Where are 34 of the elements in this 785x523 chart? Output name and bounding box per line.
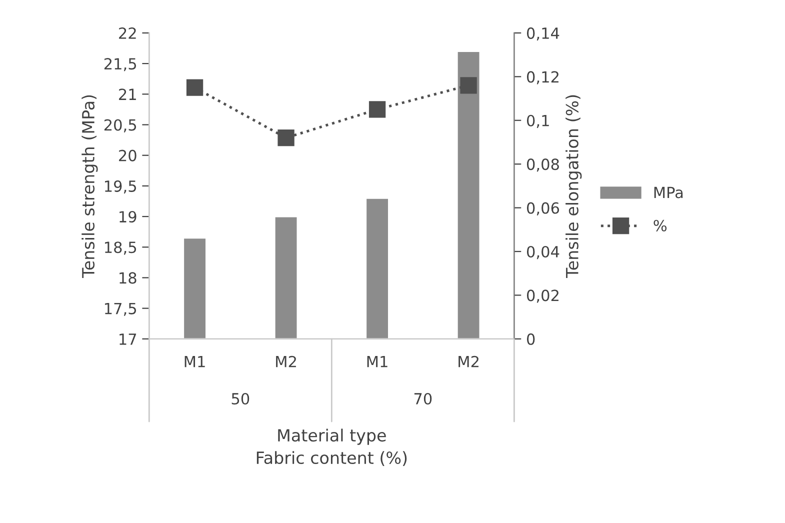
y2-tick-label: 0,1	[526, 114, 549, 128]
x-tick-label: M2	[458, 356, 478, 368]
point	[186, 79, 204, 96]
y-tick-label: 20	[119, 150, 136, 162]
legend-label: MPa	[654, 186, 683, 198]
y-tick-label: 19,5	[105, 180, 136, 194]
y-tick-label: 20,5	[104, 119, 136, 132]
x-tick-label: M1	[367, 356, 388, 368]
y-tick-label: 19	[120, 210, 136, 223]
text: 70	[414, 392, 432, 405]
y2-tick-label: 0,12	[526, 71, 558, 84]
y2-tick-label: 0,06	[526, 202, 560, 216]
point	[278, 130, 294, 146]
y-tick-label: 18	[120, 272, 136, 284]
y2-tick-label: 0,14	[526, 27, 560, 41]
x-tick-label: M1	[184, 356, 205, 368]
text: 50	[232, 392, 250, 405]
point	[460, 77, 477, 94]
legend-label: %	[654, 220, 667, 232]
y-tick-label: 21,5	[104, 58, 136, 72]
y2-tick-label: 0,08	[526, 158, 559, 172]
y-tick-label: 17,5	[105, 302, 136, 316]
y-tick-label: 21	[119, 88, 136, 100]
y2-tick-label: 0,02	[526, 290, 558, 303]
x-axis-title: Material type Fabric content (%)	[256, 428, 407, 466]
y-tick-label: 22	[119, 27, 136, 39]
point	[368, 101, 386, 118]
y2-tick-label: 0	[526, 333, 535, 345]
y-axis-title: Tensile strength (MPa)	[82, 95, 98, 278]
y-tick-label: 17	[120, 334, 136, 345]
y-tick-label: 18,5	[105, 242, 136, 255]
x-tick-label: M2	[276, 356, 296, 368]
y2-tick-label: 0,04	[526, 246, 560, 260]
y2-axis-title: Tensile elongation (%)	[566, 95, 582, 278]
